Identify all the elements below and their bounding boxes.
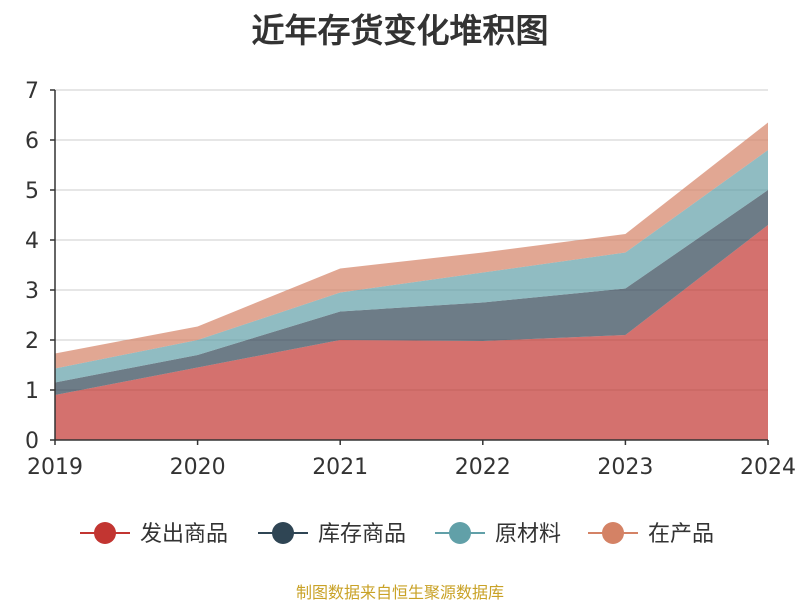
legend-label: 原材料 (495, 522, 561, 547)
legend-swatch (449, 522, 471, 544)
source-note: 制图数据来自恒生聚源数据库 (295, 583, 504, 602)
y-tick-label: 1 (25, 379, 39, 404)
chart-title: 近年存货变化堆积图 (251, 11, 549, 50)
area-series-2 (55, 190, 768, 395)
y-tick-label: 6 (25, 129, 39, 154)
y-tick-label: 5 (25, 179, 39, 204)
legend-label: 发出商品 (140, 522, 228, 547)
x-tick-label: 2023 (597, 455, 653, 480)
x-tick-label: 2019 (27, 455, 83, 480)
area-series-1 (55, 225, 768, 440)
x-tick-label: 2024 (740, 455, 796, 480)
area-series-4 (55, 122, 768, 369)
y-tick-label: 3 (25, 279, 39, 304)
x-tick-label: 2020 (170, 455, 226, 480)
y-tick-label: 4 (25, 229, 39, 254)
y-tick-label: 2 (25, 329, 39, 354)
x-tick-label: 2021 (312, 455, 368, 480)
y-tick-label: 7 (25, 79, 39, 104)
x-tick-label: 2022 (455, 455, 511, 480)
legend-swatch (602, 522, 624, 544)
legend-label: 库存商品 (318, 522, 406, 547)
y-tick-label: 0 (25, 429, 39, 454)
area-series-3 (55, 150, 768, 383)
legend-swatch (94, 522, 116, 544)
legend-label: 在产品 (648, 522, 714, 547)
legend-swatch (272, 522, 294, 544)
